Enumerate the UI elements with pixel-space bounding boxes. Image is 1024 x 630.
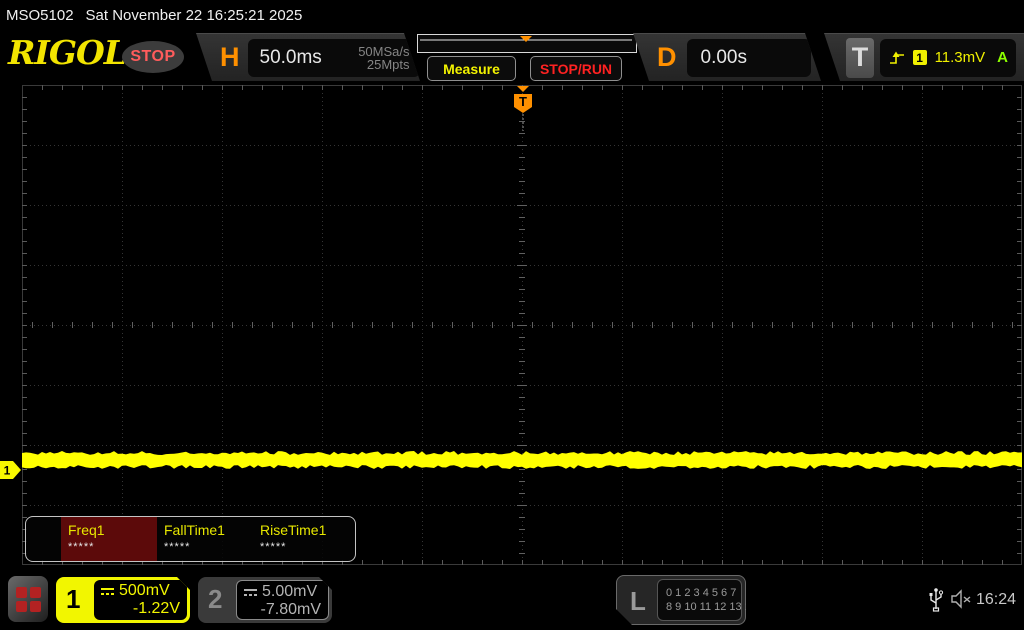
trigger-block[interactable]: T 1 11.3mV A bbox=[824, 33, 1024, 81]
channel2-number: 2 bbox=[208, 584, 223, 614]
measurement-item-freq1[interactable]: Freq1 ***** bbox=[61, 517, 157, 561]
channel1-level-marker[interactable]: 1 bbox=[0, 460, 22, 480]
measure-button[interactable]: Measure bbox=[427, 56, 516, 81]
channel1-number: 1 bbox=[66, 584, 81, 614]
header-bar: RIGOL STOP H 50.0ms 50MSa/s 25Mpts Measu… bbox=[0, 30, 1024, 85]
measurement-value: ***** bbox=[68, 541, 95, 553]
usb-icon bbox=[929, 588, 944, 612]
sample-info: 50MSa/s 25Mpts bbox=[358, 45, 409, 71]
trigger-marker-letter: T bbox=[519, 94, 527, 109]
overview-position-marker bbox=[520, 36, 532, 42]
channel1-block[interactable]: 1 500mV -1.22V bbox=[56, 577, 190, 623]
delay-label: D bbox=[657, 42, 677, 72]
channel1-waveform bbox=[22, 451, 1022, 469]
channel1-scale: 500mV bbox=[119, 582, 170, 599]
waveform-overview-bar[interactable] bbox=[417, 34, 637, 53]
stop-run-button[interactable]: STOP/RUN bbox=[530, 56, 622, 81]
logic-channels-panel: 0 1 2 3 4 5 6 7 8 9 10 11 12 13 14 15 bbox=[657, 579, 742, 621]
trigger-arrow-icon bbox=[517, 86, 529, 92]
logic-row-0-7: 0 1 2 3 4 5 6 7 bbox=[666, 587, 737, 599]
channel1-marker-number: 1 bbox=[4, 464, 11, 478]
channel2-panel: 5.00mV -7.80mV bbox=[236, 580, 329, 620]
measurement-value: ***** bbox=[164, 541, 191, 553]
waveform-display-area[interactable] bbox=[22, 85, 1022, 565]
horizontal-label: H bbox=[220, 42, 240, 72]
measurement-item-risetime1[interactable]: RiseTime1 ***** bbox=[253, 517, 349, 561]
channel2-scale: 5.00mV bbox=[262, 583, 318, 600]
horizontal-settings-block[interactable]: H 50.0ms 50MSa/s 25Mpts bbox=[196, 33, 420, 81]
trigger-shield-icon bbox=[514, 94, 532, 113]
timebase-value: 50.0ms bbox=[259, 46, 322, 68]
logic-row-8-15: 8 9 10 11 12 13 14 15 bbox=[666, 601, 773, 613]
channel1-marker-arrow-icon bbox=[0, 461, 21, 479]
trigger-label: T bbox=[846, 37, 874, 78]
measurement-label: Freq1 bbox=[68, 522, 105, 538]
rigol-logo: RIGOL bbox=[8, 33, 127, 72]
trigger-source-badge: 1 bbox=[912, 50, 927, 65]
titlebar: MSO5102 Sat November 22 16:25:21 2025 bbox=[0, 0, 1024, 30]
measurement-label: FallTime1 bbox=[164, 522, 225, 538]
datetime-text: Sat November 22 16:25:21 2025 bbox=[85, 6, 303, 24]
trigger-level-value: 11.3mV bbox=[934, 49, 986, 66]
measurement-item-falltime1[interactable]: FallTime1 ***** bbox=[157, 517, 253, 561]
trigger-position-marker[interactable]: T bbox=[512, 85, 534, 133]
channel1-offset: -1.22V bbox=[132, 600, 180, 617]
logic-label: L bbox=[630, 586, 646, 616]
delay-panel: 0.00s bbox=[687, 39, 811, 77]
measurement-value: ***** bbox=[260, 541, 287, 553]
sample-rate: 50MSa/s bbox=[358, 43, 410, 59]
edge-rising-icon bbox=[890, 51, 904, 64]
horizontal-panel: 50.0ms 50MSa/s 25Mpts bbox=[248, 39, 420, 77]
channel1-panel: 500mV -1.22V bbox=[94, 580, 187, 620]
overview-waveform-icon bbox=[420, 36, 632, 42]
memory-depth: 25Mpts bbox=[366, 56, 410, 72]
measurement-results-box: Freq1 ***** FallTime1 ***** RiseTime1 **… bbox=[25, 516, 356, 562]
acquisition-status-badge: STOP bbox=[122, 41, 184, 73]
logic-channels-block[interactable]: L 0 1 2 3 4 5 6 7 8 9 10 11 12 13 14 15 bbox=[616, 575, 746, 625]
delay-value: 0.00s bbox=[700, 46, 747, 68]
graticule-grid bbox=[22, 85, 1022, 565]
channel2-offset: -7.80mV bbox=[260, 601, 321, 618]
trigger-panel: 1 11.3mV A bbox=[880, 38, 1016, 77]
speaker-muted-icon[interactable] bbox=[950, 589, 974, 609]
channel2-block[interactable]: 2 5.00mV -7.80mV bbox=[198, 577, 332, 623]
trigger-mode: A bbox=[997, 49, 1008, 66]
dc-coupling-icon bbox=[100, 586, 115, 596]
menu-button[interactable] bbox=[8, 576, 48, 622]
bottom-status-bar: 1 500mV -1.22V 2 5.00mV -7.80mV bbox=[0, 565, 1024, 630]
dc-coupling-icon bbox=[243, 587, 258, 597]
menu-grid-icon bbox=[15, 586, 41, 612]
clock-text: 16:24 bbox=[976, 591, 1017, 608]
measurement-label: RiseTime1 bbox=[260, 522, 327, 538]
model-name: MSO5102 bbox=[6, 6, 74, 24]
delay-block[interactable]: D 0.00s bbox=[633, 33, 821, 81]
